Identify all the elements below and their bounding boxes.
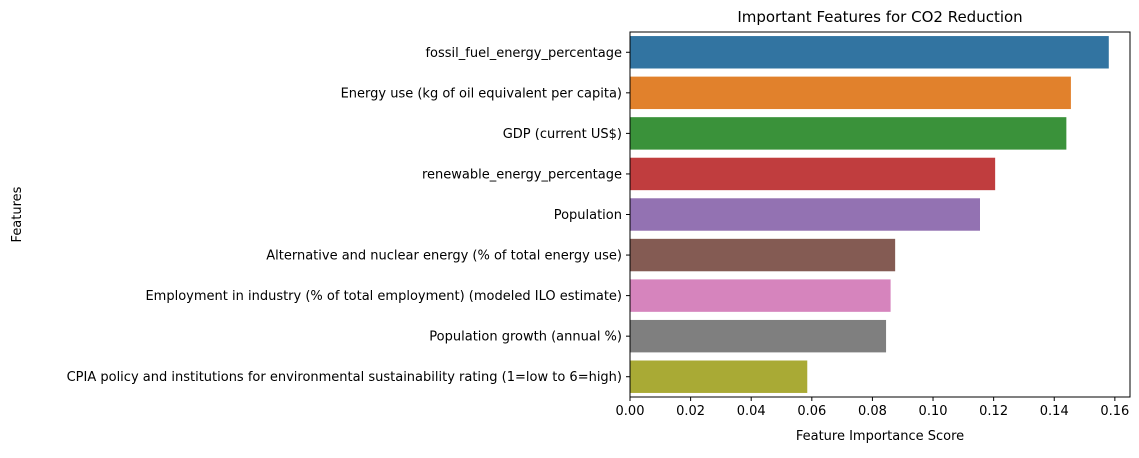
x-tick-label-7: 0.14 [1040,404,1069,419]
category-label-1: Energy use (kg of oil equivalent per cap… [341,86,622,101]
category-label-3: renewable_energy_percentage [422,167,622,182]
bar-2 [630,117,1067,150]
bar-7 [630,319,887,353]
bar-8 [630,360,808,393]
category-label-4: Population [554,208,622,223]
x-tick-label-1: 0.02 [676,404,705,419]
category-label-5: Alternative and nuclear energy (% of tot… [266,249,622,264]
axes-spines [629,31,1131,398]
plot-frame [629,31,1131,398]
category-label-2: GDP (current US$) [503,127,622,142]
x-axis-ticks: 0.00 0.02 0.04 0.06 0.08 0.10 0.12 0.14 0.16 [616,397,1129,419]
bars-group [630,36,1109,393]
x-tick-label-3: 0.06 [797,404,826,419]
category-label-8: CPIA policy and institutions for environ… [67,370,622,385]
category-labels: fossil_fuel_energy_percentage Energy use … [67,46,630,385]
chart-title: Important Features for CO2 Reduction [737,8,1022,26]
x-tick-label-0: 0.00 [616,404,645,419]
category-label-0: fossil_fuel_energy_percentage [425,46,622,61]
x-axis-label: Feature Importance Score [796,429,964,444]
x-tick-label-4: 0.08 [858,404,887,419]
x-tick-label-8: 0.16 [1100,404,1129,419]
bar-0 [630,36,1109,69]
x-tick-label-2: 0.04 [737,404,766,419]
bar-4 [630,198,980,231]
bar-6 [630,279,891,312]
bar-1 [630,76,1071,110]
x-tick-label-5: 0.10 [919,404,948,419]
x-tick-label-6: 0.12 [979,404,1008,419]
y-axis-label: Features [10,186,25,242]
bar-5 [630,238,896,272]
category-label-7: Population growth (annual %) [429,330,622,345]
bar-3 [630,157,996,191]
category-label-6: Employment in industry (% of total emplo… [145,289,622,304]
